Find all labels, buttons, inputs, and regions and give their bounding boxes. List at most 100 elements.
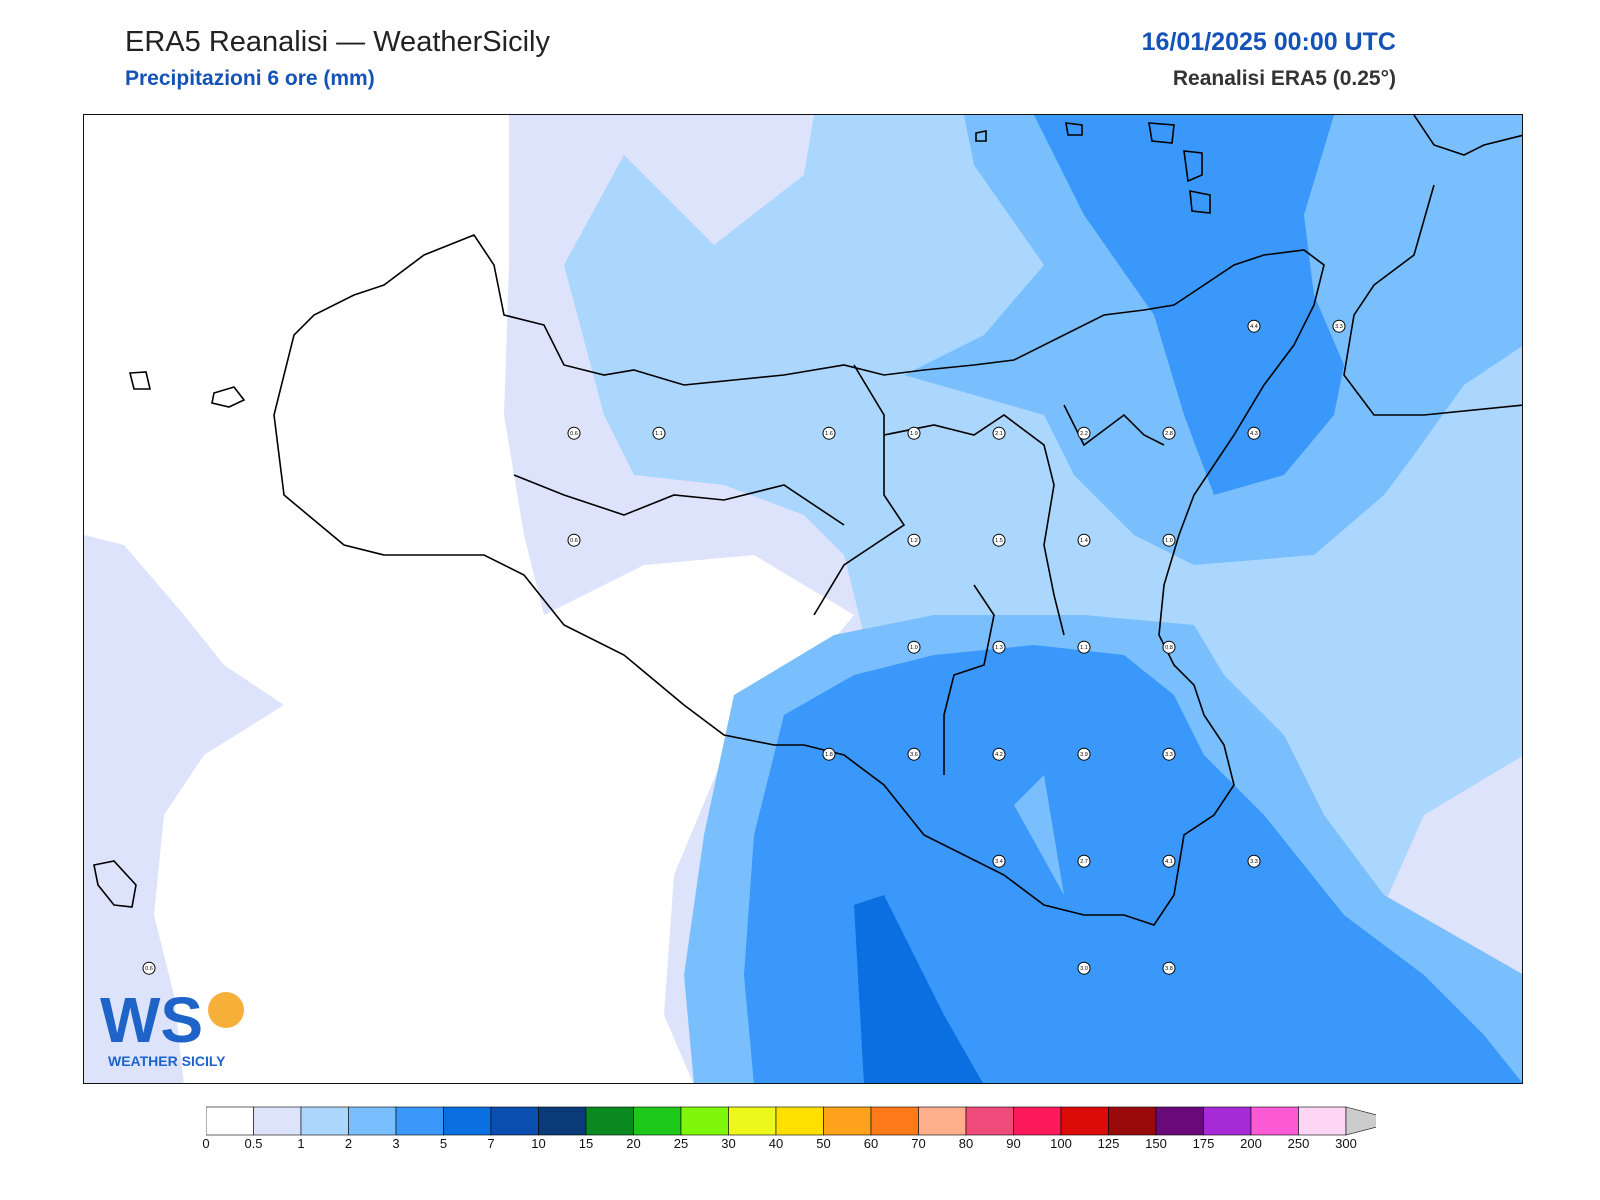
station-value: 1.1 bbox=[1080, 645, 1088, 651]
precip-band-3 bbox=[1034, 115, 1344, 495]
station-value: 1.2 bbox=[910, 538, 918, 544]
colorbar-tick-label: 90 bbox=[1006, 1136, 1021, 1151]
colorbar-swatch bbox=[1250, 1106, 1299, 1136]
colorbar-tick-label: 70 bbox=[911, 1136, 926, 1151]
colorbar-swatch bbox=[1155, 1106, 1204, 1136]
colorbar-tick-label: 40 bbox=[768, 1136, 784, 1151]
station-marker bbox=[992, 747, 1006, 761]
station-marker bbox=[1247, 426, 1261, 440]
colorbar-swatch bbox=[585, 1106, 634, 1136]
station-value: 3.4 bbox=[995, 859, 1003, 865]
station-marker bbox=[1247, 319, 1261, 333]
logo-text: WS bbox=[100, 984, 203, 1056]
sun-icon bbox=[208, 992, 244, 1028]
colorbar-swatch bbox=[443, 1106, 492, 1136]
colorbar-swatch bbox=[680, 1106, 729, 1136]
colorbar-tick-label: 3 bbox=[392, 1136, 400, 1151]
station-value: 1.1 bbox=[655, 431, 663, 437]
station-value: 0.6 bbox=[570, 431, 578, 437]
station-marker bbox=[1077, 426, 1091, 440]
data-source: Reanalisi ERA5 (0.25°) bbox=[1172, 67, 1396, 90]
precip-band-light-west bbox=[84, 535, 284, 1083]
map-subtitle: Precipitazioni 6 ore (mm) bbox=[125, 67, 375, 90]
colorbar-tick-label: 10 bbox=[531, 1136, 546, 1151]
station-marker bbox=[1077, 533, 1091, 547]
colorbar-tick-label: 15 bbox=[578, 1136, 594, 1151]
station-value: 2.7 bbox=[1080, 859, 1088, 865]
colorbar-swatch bbox=[1108, 1106, 1157, 1136]
colorbar-swatch bbox=[965, 1106, 1014, 1136]
station-value: 1.4 bbox=[1080, 538, 1088, 544]
colorbar-swatch bbox=[300, 1106, 349, 1136]
logo-caption: WEATHER SICILY bbox=[108, 1053, 226, 1069]
colorbar-tick-label: 20 bbox=[626, 1136, 641, 1151]
province-border-1 bbox=[813, 364, 906, 616]
station-value: 1.3 bbox=[995, 645, 1003, 651]
station-value: 1.9 bbox=[910, 431, 918, 437]
colorbar-tick-label: 50 bbox=[816, 1136, 831, 1151]
colorbar-swatch bbox=[1013, 1106, 1062, 1136]
precip-band-3-south bbox=[744, 645, 1522, 1083]
station-marker bbox=[992, 426, 1006, 440]
station-value: 0.6 bbox=[570, 538, 578, 544]
station-marker bbox=[907, 533, 921, 547]
calabria-coast bbox=[1343, 115, 1522, 416]
colorbar-tick-label: 0 bbox=[202, 1136, 210, 1151]
colorbar-tick-label: 100 bbox=[1050, 1136, 1072, 1151]
colorbar-swatch bbox=[728, 1106, 777, 1136]
station-value: 1.8 bbox=[825, 752, 833, 758]
colorbar-tick-label: 80 bbox=[958, 1136, 974, 1151]
station-markers: 0.6 1.1 1.6 1.9 2.1 2.2 2.8 4.3 4.4 3.3 0.6 1.2 1.5 1… bbox=[142, 319, 1346, 975]
station-marker bbox=[1077, 640, 1091, 654]
station-value: 3.3 bbox=[1335, 324, 1343, 330]
station-value: 3.6 bbox=[910, 752, 918, 758]
station-marker bbox=[1077, 854, 1091, 868]
station-marker bbox=[1247, 854, 1261, 868]
colorbar-tick-label: 250 bbox=[1287, 1136, 1310, 1151]
station-value: 4.3 bbox=[1250, 431, 1258, 437]
station-value: 4.1 bbox=[1165, 859, 1173, 865]
station-value: 3.3 bbox=[1165, 752, 1173, 758]
station-value: 4.4 bbox=[1250, 324, 1258, 330]
coastlines bbox=[273, 115, 1522, 926]
island-ustica bbox=[128, 371, 152, 390]
station-value: 3.9 bbox=[1080, 752, 1088, 758]
station-marker bbox=[1077, 747, 1091, 761]
station-marker bbox=[1162, 854, 1176, 868]
colorbar-swatch bbox=[1298, 1106, 1347, 1136]
colorbar-swatch bbox=[1060, 1106, 1109, 1136]
station-value: 3.8 bbox=[1165, 966, 1173, 972]
station-marker bbox=[1162, 533, 1176, 547]
colorbar-tick-label: 175 bbox=[1192, 1136, 1215, 1151]
station-marker bbox=[652, 426, 666, 440]
colorbar-swatch bbox=[870, 1106, 919, 1136]
sicily-coast bbox=[273, 234, 1325, 926]
colorbar-swatch bbox=[1203, 1106, 1252, 1136]
island-eolie-5 bbox=[1189, 190, 1211, 214]
station-marker bbox=[822, 747, 836, 761]
station-value: 4.2 bbox=[995, 752, 1003, 758]
station-marker bbox=[1162, 961, 1176, 975]
station-marker bbox=[567, 533, 581, 547]
colorbar-tick-label: 2 bbox=[344, 1136, 353, 1151]
station-marker bbox=[822, 426, 836, 440]
colorbar-tick-label: 200 bbox=[1240, 1136, 1262, 1151]
station-marker bbox=[907, 640, 921, 654]
station-value: 2.1 bbox=[995, 431, 1003, 437]
station-marker bbox=[992, 533, 1006, 547]
colorbar-swatch bbox=[823, 1106, 872, 1136]
province-border-5 bbox=[513, 474, 845, 526]
colorbar-tick-label: 0.5 bbox=[244, 1136, 263, 1151]
colorbar-swatch bbox=[348, 1106, 397, 1136]
header-left: ERA5 Reanalisi — WeatherSicily Precipita… bbox=[125, 26, 550, 91]
precip-band-5 bbox=[854, 895, 983, 1083]
weathersicily-logo: WS WEATHER SICILY bbox=[100, 984, 244, 1069]
station-value: 0.6 bbox=[145, 966, 153, 972]
station-value: 0.8 bbox=[1165, 645, 1173, 651]
colorbar-tick-label: 300 bbox=[1335, 1136, 1357, 1151]
colorbar-swatch bbox=[918, 1106, 967, 1136]
island-egadi bbox=[211, 386, 246, 408]
station-marker bbox=[907, 747, 921, 761]
colorbar-tick-label: 5 bbox=[439, 1136, 448, 1151]
station-value: 1.0 bbox=[910, 645, 918, 651]
